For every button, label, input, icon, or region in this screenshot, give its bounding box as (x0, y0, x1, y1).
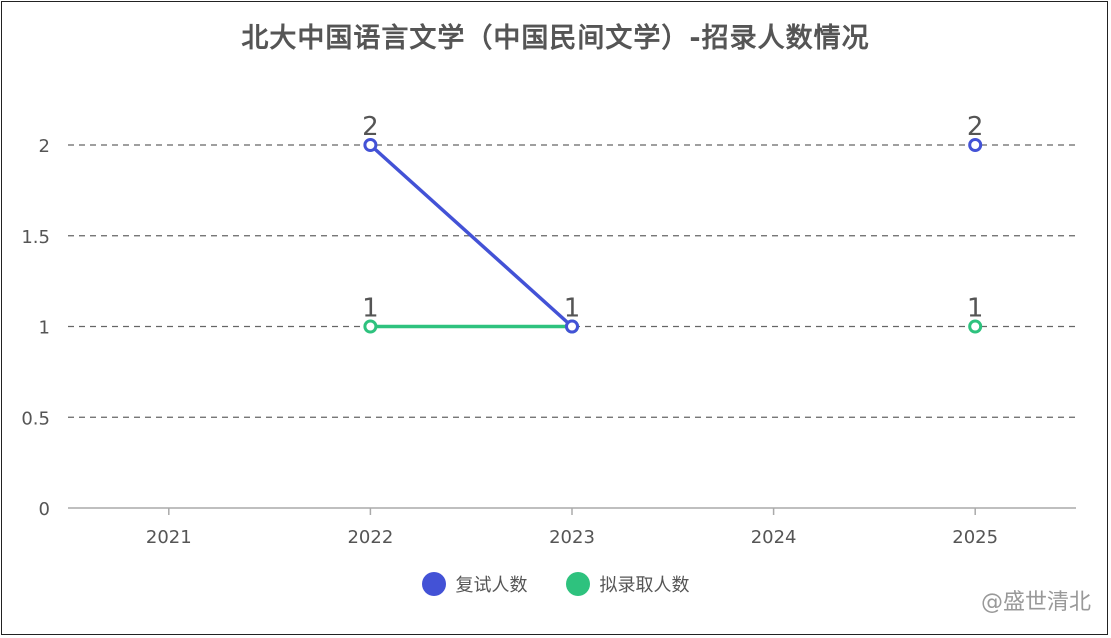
series-line-0 (369, 143, 574, 328)
chart-title: 北大中国语言文学（中国民间文学）-招录人数情况 (241, 23, 870, 54)
x-tick-label: 2024 (751, 527, 797, 548)
x-tick-label: 2025 (952, 527, 998, 548)
legend-label-admitted: 拟录取人数 (599, 575, 690, 596)
x-tick-label: 2022 (347, 527, 393, 548)
legend-item-interview[interactable]: 复试人数 (421, 571, 528, 597)
data-label: 2 (362, 112, 379, 142)
data-label: 1 (362, 294, 379, 324)
x-tick-label: 2023 (549, 527, 595, 548)
legend-item-admitted[interactable]: 拟录取人数 (565, 571, 690, 597)
y-tick-label: 0 (39, 499, 50, 520)
legend: 复试人数 拟录取人数 (0, 571, 1111, 597)
legend-label-interview: 复试人数 (455, 575, 528, 596)
y-tick-label: 2 (39, 136, 50, 157)
watermark: @盛世清北 (980, 590, 1091, 615)
data-label: 1 (564, 294, 581, 324)
y-tick-label: 1.5 (21, 227, 50, 248)
data-point (363, 138, 378, 152)
data-point (968, 319, 983, 334)
legend-swatch-admitted (565, 572, 590, 596)
data-label: 2 (967, 112, 984, 142)
data-point (968, 138, 983, 152)
data-label: 1 (967, 294, 984, 324)
x-tick-label: 2021 (146, 527, 192, 548)
data-point (565, 319, 579, 334)
data-point (363, 319, 378, 334)
legend-swatch-interview (421, 572, 446, 596)
y-tick-label: 1 (39, 318, 50, 339)
y-tick-label: 0.5 (21, 408, 50, 429)
